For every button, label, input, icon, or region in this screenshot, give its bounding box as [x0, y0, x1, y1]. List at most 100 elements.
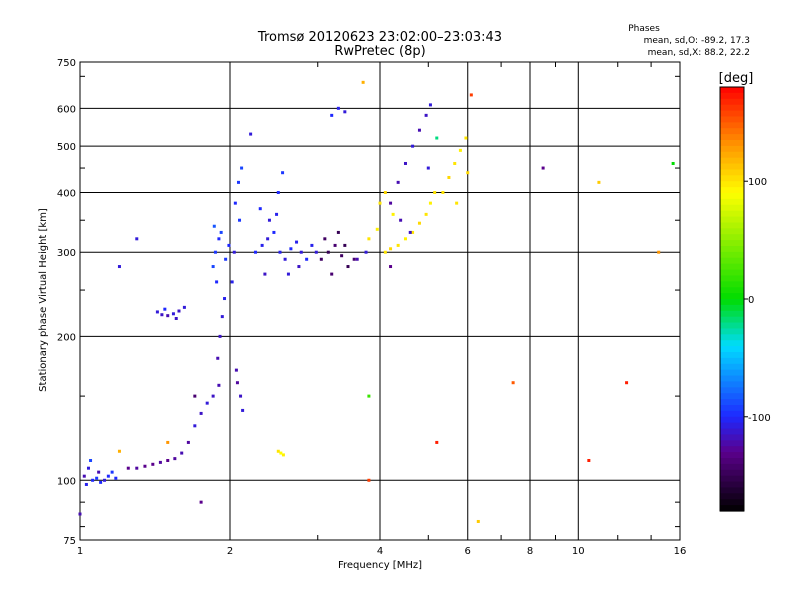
colorbar-band [720, 328, 744, 335]
data-point [106, 474, 110, 478]
colorbar-band [720, 240, 744, 247]
colorbar-band [720, 222, 744, 229]
data-point [396, 180, 400, 184]
data-point [233, 201, 237, 205]
colorbar-band [720, 145, 744, 153]
data-point [625, 381, 629, 385]
data-point [447, 175, 451, 179]
data-point [276, 449, 280, 453]
plot-frame [79, 61, 681, 541]
colorbar-band [720, 304, 744, 312]
colorbar-band [720, 493, 744, 500]
colorbar-band [720, 357, 744, 365]
data-point [326, 250, 330, 254]
colorbar-band [720, 475, 744, 483]
colorbar-band [720, 175, 744, 182]
colorbar-band [720, 257, 744, 265]
colorbar-band [720, 416, 744, 424]
data-point [340, 254, 344, 258]
data-point [458, 148, 462, 152]
x-tick-label: 2 [227, 546, 233, 557]
data-point [95, 476, 99, 480]
colorbar-band [720, 104, 744, 112]
y-tick-label: 300 [57, 248, 76, 259]
data-point [336, 106, 340, 110]
data-point [295, 240, 299, 244]
data-point [361, 80, 365, 84]
data-point [364, 250, 368, 254]
data-point [218, 334, 222, 338]
data-point [441, 190, 445, 194]
data-point [428, 103, 432, 107]
data-point [276, 190, 280, 194]
data-point [411, 144, 415, 148]
data-point [367, 237, 371, 241]
colorbar-band [720, 122, 744, 129]
data-point [289, 247, 293, 251]
data-point [671, 161, 675, 165]
data-point [177, 309, 181, 313]
data-point [166, 458, 170, 462]
colorbar-band [720, 428, 744, 436]
data-point [143, 464, 147, 468]
data-point [464, 136, 468, 140]
data-point [411, 230, 415, 234]
data-point [310, 243, 314, 247]
x-tick-label: 6 [465, 546, 471, 557]
plot-area: 1 2 4 6 8 10 16 75 100 200 300 400 500 600 750 [57, 58, 686, 557]
data-point [336, 230, 340, 234]
colorbar-band [720, 369, 744, 377]
colorbar-band [720, 140, 744, 147]
data-point [86, 466, 90, 470]
data-point [211, 394, 215, 398]
colorbar-band [720, 505, 744, 512]
colorbar-band [720, 469, 744, 477]
data-point [424, 212, 428, 216]
data-point [213, 250, 217, 254]
data-point [343, 110, 347, 114]
data-point [355, 257, 359, 261]
data-point [389, 201, 393, 205]
colorbar-band [720, 169, 744, 176]
data-point [367, 478, 371, 482]
data-point [279, 451, 283, 455]
colorbar-tick-label: -100 [748, 413, 771, 424]
data-point [433, 190, 437, 194]
colorbar-tick-label: 100 [748, 177, 767, 188]
x-tick-label: 16 [674, 546, 687, 557]
data-point [158, 460, 162, 464]
colorbar: [deg] 100 0 -100 [719, 71, 771, 512]
data-point [182, 305, 186, 309]
data-point [151, 462, 155, 466]
y-axis-label: Stationary phase Virtual Height [km] [38, 208, 49, 392]
x-tick-label: 10 [572, 546, 585, 557]
data-point [343, 243, 347, 247]
colorbar-band [720, 157, 744, 165]
data-point [469, 93, 473, 97]
colorbar-band [720, 87, 744, 94]
data-point [199, 500, 203, 504]
data-point [597, 180, 601, 184]
data-point [286, 272, 290, 276]
data-point [389, 265, 393, 269]
stats-line-o: mean, sd,O: -89.2, 17.3 [644, 36, 750, 46]
data-point [657, 250, 661, 254]
data-point [236, 180, 240, 184]
data-point [117, 265, 121, 269]
data-point [223, 297, 227, 301]
data-point [174, 316, 178, 320]
data-point [511, 381, 515, 385]
colorbar-band [720, 269, 744, 277]
data-point [199, 411, 203, 415]
colorbar-band [720, 352, 744, 359]
data-point [283, 257, 287, 261]
data-point [166, 314, 170, 318]
colorbar-band [720, 340, 744, 347]
data-point [230, 280, 234, 284]
data-point [305, 257, 309, 261]
data-point [424, 113, 428, 117]
x-axis-label: Frequency [MHz] [338, 560, 422, 571]
colorbar-band [720, 216, 744, 224]
colorbar-band [720, 440, 744, 447]
data-point [466, 171, 470, 175]
